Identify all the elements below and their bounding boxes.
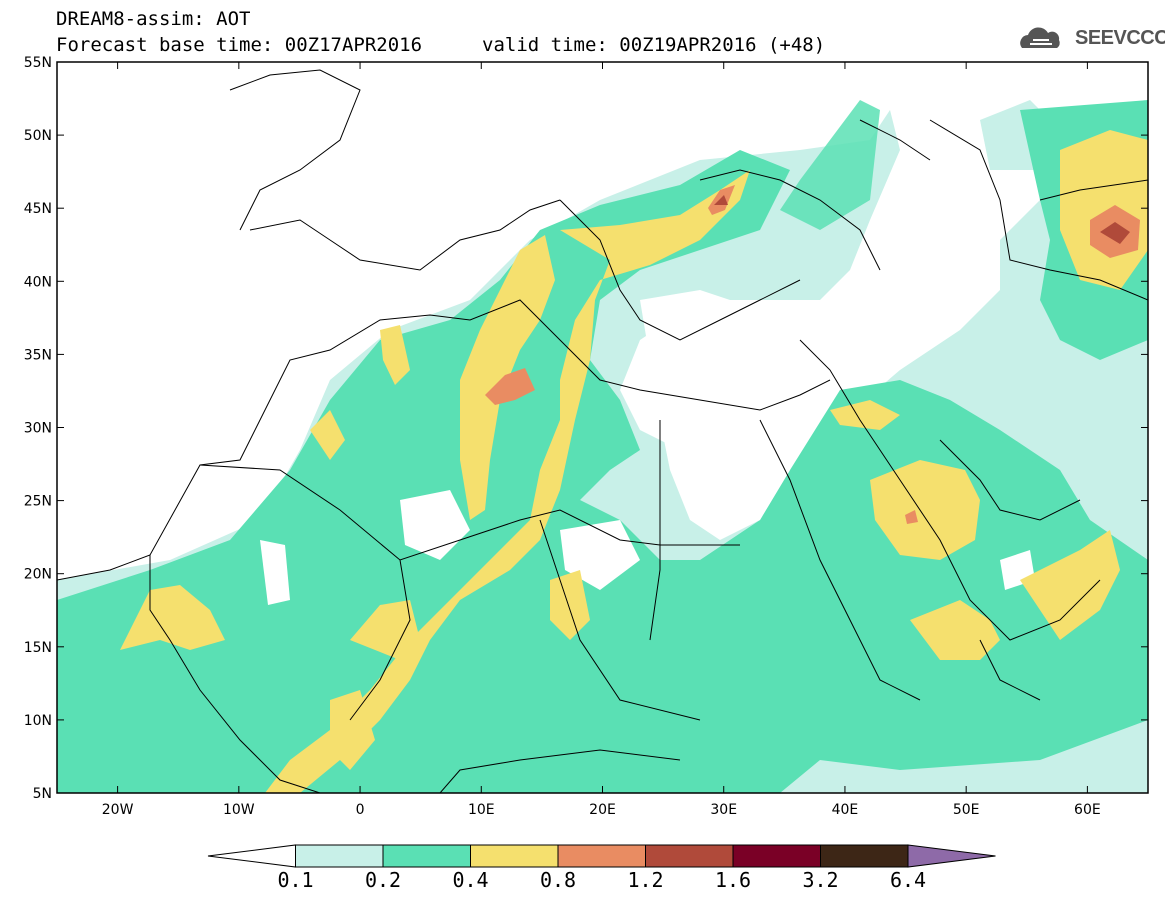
lat-tick-label: 55N [24, 55, 52, 71]
lat-tick-label: 20N [24, 567, 52, 583]
colorbar-level-label: 3.2 [802, 868, 838, 892]
colorbar-level-label: 6.4 [890, 868, 926, 892]
colorbar-level-label: 0.8 [540, 868, 576, 892]
colorbar-segment [732, 844, 821, 868]
lon-tick-label: 0 [356, 802, 365, 818]
lat-tick-label: 5N [33, 786, 52, 802]
lat-tick-label: 40N [24, 274, 52, 290]
lat-tick-label: 35N [24, 347, 52, 363]
colorbar-low-triangle [207, 844, 296, 868]
colorbar-segment [820, 844, 909, 868]
longitude-axis: 20W 10W 0 10E 20E 30E 40E 50E 60E [102, 62, 1101, 818]
logo-text: SEEVCCC [1075, 27, 1165, 49]
lon-tick-label: 50E [953, 802, 980, 818]
cloud-logo-icon [1020, 27, 1060, 48]
colorbar-high-triangle [907, 844, 996, 868]
lon-tick-label: 40E [832, 802, 859, 818]
colorbar-segment [382, 844, 471, 868]
lon-tick-label: 20W [102, 802, 134, 818]
lon-tick-label: 10W [223, 802, 255, 818]
colorbar-level-label: 1.2 [627, 868, 663, 892]
coastlines [57, 69, 1148, 793]
lat-tick-label: 30N [24, 421, 52, 437]
lon-tick-label: 30E [710, 802, 737, 818]
colorbar-level-label: 0.2 [365, 868, 401, 892]
colorbar-level-label: 1.6 [715, 868, 751, 892]
lat-tick-label: 45N [24, 201, 52, 217]
lon-tick-label: 60E [1074, 802, 1101, 818]
colorbar-segment [557, 844, 646, 868]
colorbar-level-label: 0.4 [452, 868, 488, 892]
lat-tick-label: 10N [24, 713, 52, 729]
colorbar-segment [645, 844, 734, 868]
colorbar-segment [470, 844, 559, 868]
base-time-label: Forecast base time: 00Z17APR2016 [56, 34, 423, 56]
colorbar-segment [295, 844, 384, 868]
aot-field [57, 100, 1148, 793]
lon-tick-label: 20E [589, 802, 616, 818]
lat-tick-label: 25N [24, 494, 52, 510]
colorbar: 0.1 0.2 0.4 0.8 1.2 1.6 3.2 6.4 [207, 844, 996, 892]
colorbar-level-label: 0.1 [277, 868, 313, 892]
latitude-axis: 55N 50N 45N 40N 35N 30N 25N 20N 15N 10N 5N [24, 55, 1148, 802]
lat-tick-label: 15N [24, 640, 52, 656]
valid-time-label: valid time: 00Z19APR2016 (+48) [482, 34, 826, 56]
product-title: DREAM8-assim: AOT [56, 8, 251, 30]
lat-tick-label: 50N [24, 128, 52, 144]
lon-tick-label: 10E [468, 802, 495, 818]
